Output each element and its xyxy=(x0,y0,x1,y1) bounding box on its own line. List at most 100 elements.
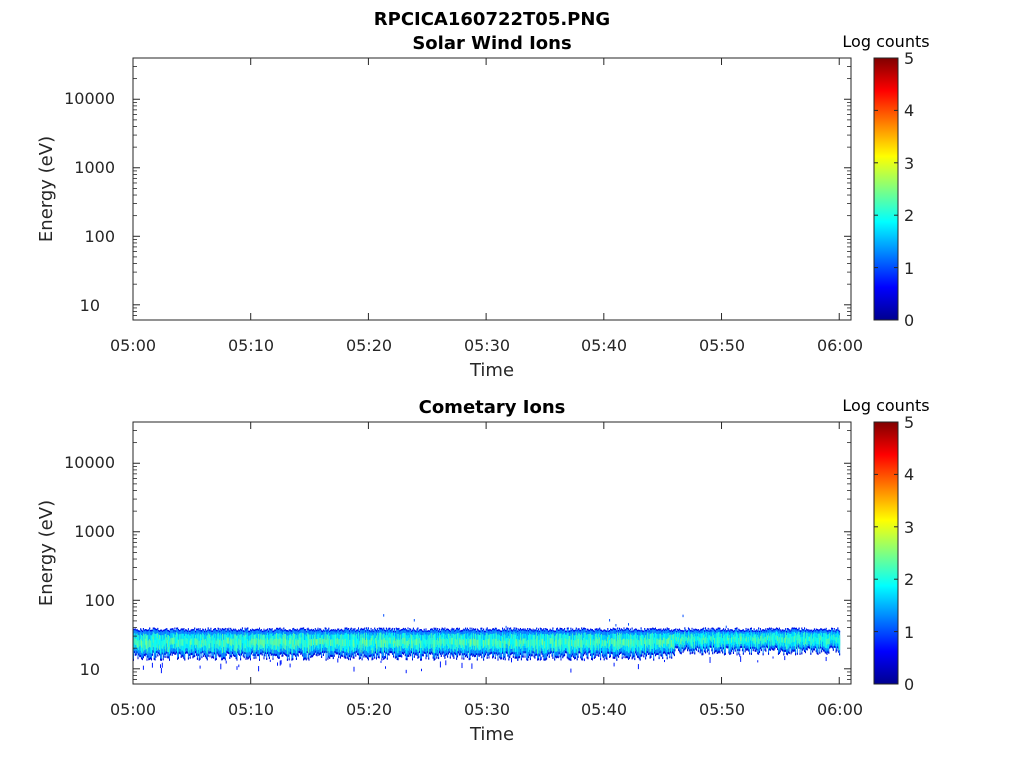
spectrogram-edge xyxy=(266,657,268,660)
spectrogram-edge xyxy=(198,658,200,661)
spectrogram-peak xyxy=(742,638,744,645)
spectrogram-edge xyxy=(439,651,440,654)
spectrogram-edge xyxy=(488,656,490,659)
spectrogram-edge xyxy=(245,629,247,631)
spectrogram-peak xyxy=(816,638,818,645)
spectrogram-edge xyxy=(805,628,807,631)
spectrogram-edge xyxy=(579,651,581,654)
spectrogram-edge xyxy=(282,654,284,657)
spectrogram-edge xyxy=(451,627,453,630)
spectrogram-edge xyxy=(260,652,262,655)
spectrogram-edge xyxy=(286,654,287,657)
spectrogram-edge xyxy=(511,630,513,632)
spectrogram-edge xyxy=(571,654,573,657)
y-axis-label-solar-wind: Energy (eV) xyxy=(36,136,57,242)
spectrogram-edge xyxy=(558,629,560,631)
spectrogram-edge xyxy=(750,627,752,630)
spectrogram-peak xyxy=(526,640,528,649)
spectrogram-edge xyxy=(731,649,733,652)
spectrogram-peak xyxy=(378,638,380,647)
spectrogram-peak xyxy=(353,639,355,647)
spectrogram-edge xyxy=(296,653,298,656)
spectrogram-peak xyxy=(783,639,785,646)
spectrogram-edge xyxy=(608,630,610,633)
spectrogram-edge xyxy=(582,628,584,631)
spectrogram-edge xyxy=(721,629,723,632)
spectrogram-edge xyxy=(227,652,229,655)
spectrogram-edge xyxy=(203,629,205,631)
spectrogram-peak xyxy=(367,639,369,648)
spectrogram-edge xyxy=(221,629,223,632)
spectrogram-peak xyxy=(489,638,491,645)
spectrogram-edge xyxy=(431,652,433,655)
spectrogram-peak xyxy=(388,637,390,645)
spectrogram-edge xyxy=(642,630,644,633)
spectrogram-edge xyxy=(768,648,770,651)
spectrogram-peak xyxy=(324,636,326,643)
spectrogram-peak xyxy=(619,637,620,645)
spectrogram-peak xyxy=(626,638,628,646)
spectrogram-edge xyxy=(549,628,551,631)
spectrogram-edge xyxy=(167,629,169,632)
spectrogram-edge xyxy=(611,652,613,655)
spectrogram-edge xyxy=(182,628,184,631)
spectrogram-peak xyxy=(506,637,508,644)
spectrogram-edge xyxy=(321,630,323,632)
spectrogram-peak xyxy=(700,636,702,643)
spectrogram-edge xyxy=(804,627,806,629)
spectrogram-peak xyxy=(405,640,407,648)
spectrogram-edge xyxy=(307,627,309,630)
spectrogram-peak xyxy=(766,636,768,641)
spectrogram-edge xyxy=(369,630,371,633)
spectrogram-edge xyxy=(232,653,234,656)
spectrogram-edge xyxy=(186,651,188,654)
spectrogram-peak xyxy=(627,638,629,647)
spectrogram-edge xyxy=(574,630,575,632)
spectrogram-peak xyxy=(648,639,650,645)
spectrogram-edge xyxy=(804,649,806,652)
spectrogram-peak xyxy=(301,637,303,644)
spectrogram-peak xyxy=(659,638,661,644)
spectrogram-edge xyxy=(719,627,721,630)
spectrogram-edge xyxy=(301,627,303,630)
spectrogram-edge xyxy=(295,654,296,657)
spectrogram-edge xyxy=(591,629,593,631)
spectrogram-edge xyxy=(822,629,824,631)
spectrogram-edge xyxy=(706,629,708,632)
spectrogram-peak xyxy=(767,635,769,641)
spectrogram-edge xyxy=(755,630,757,632)
spectrogram-peak xyxy=(377,640,379,647)
spectrogram-edge xyxy=(268,628,270,630)
spectrogram-peak xyxy=(178,638,180,645)
spectrogram-edge xyxy=(819,651,821,654)
spectrogram-peak xyxy=(763,636,765,641)
spectrogram-peak xyxy=(475,639,477,646)
spectrogram-edge xyxy=(370,627,372,630)
spectrogram-peak xyxy=(484,640,485,647)
spectrogram-speck xyxy=(199,665,201,669)
spectrogram-edge xyxy=(376,628,378,630)
spectrogram-peak xyxy=(825,637,827,644)
spectrogram-peak xyxy=(729,639,731,646)
spectrogram-peak xyxy=(696,636,698,642)
spectrogram-edge xyxy=(206,658,208,661)
spectrogram-edge xyxy=(514,656,516,659)
spectrogram-edge xyxy=(807,646,809,649)
spectrogram-peak xyxy=(394,637,395,644)
spectrogram-peak xyxy=(328,638,330,646)
spectrogram-peak xyxy=(701,638,703,645)
spectrogram-edge xyxy=(823,628,825,631)
spectrogram-peak xyxy=(213,639,215,647)
spectrogram-edge xyxy=(788,652,790,654)
spectrogram-edge xyxy=(533,630,535,632)
spectrogram-edge xyxy=(829,629,831,632)
spectrogram-edge xyxy=(388,627,390,630)
spectrogram-edge xyxy=(502,627,503,630)
spectrogram-edge xyxy=(441,627,443,630)
spectrogram-peak xyxy=(160,640,161,649)
spectrogram-edge xyxy=(346,653,348,656)
spectrogram-edge xyxy=(540,628,542,630)
spectrogram-edge xyxy=(687,649,689,652)
spectrogram-peak xyxy=(600,640,602,648)
spectrogram-peak xyxy=(456,639,458,648)
